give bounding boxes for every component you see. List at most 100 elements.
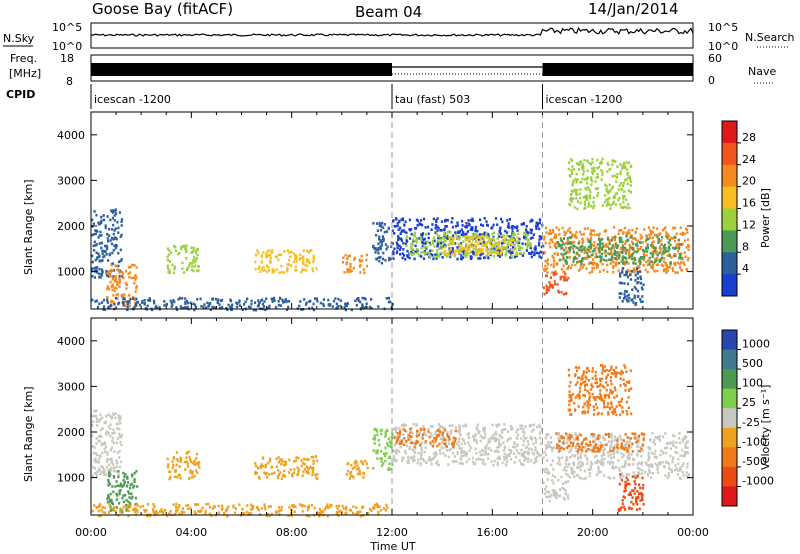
- scatter-cell: [633, 492, 636, 495]
- scatter-cell: [421, 434, 424, 438]
- scatter-cell: [91, 424, 94, 427]
- scatter-cell: [96, 271, 99, 274]
- scatter-cell: [188, 455, 191, 459]
- scatter-cell: [624, 486, 627, 489]
- scatter-cell: [422, 257, 426, 260]
- scatter-cell: [632, 502, 635, 506]
- scatter-cell: [461, 233, 465, 237]
- scatter-cell: [509, 437, 512, 441]
- scatter-cell: [627, 203, 630, 206]
- scatter-cell: [501, 220, 504, 224]
- scatter-cell: [167, 463, 170, 466]
- scatter-cell: [432, 257, 435, 261]
- scatter-cell: [651, 246, 654, 249]
- scatter-cell: [434, 462, 438, 465]
- scatter-cell: [171, 460, 174, 463]
- scatter-cell: [101, 249, 104, 253]
- scatter-cell: [534, 248, 537, 251]
- scatter-cell: [498, 445, 501, 449]
- scatter-cell: [573, 240, 576, 244]
- scatter-cell: [590, 462, 594, 466]
- scatter-cell: [471, 460, 474, 464]
- scatter-cell: [336, 507, 339, 510]
- scatter-cell: [640, 255, 643, 259]
- scatter-cell: [302, 461, 305, 465]
- scatter-cell: [620, 238, 623, 242]
- scatter-cell: [279, 253, 282, 256]
- scatter-cell: [380, 457, 383, 460]
- scatter-cell: [626, 294, 629, 298]
- scatter-cell: [341, 261, 345, 264]
- scatter-cell: [135, 285, 138, 288]
- scatter-cell: [613, 238, 616, 242]
- scatter-cell: [687, 257, 690, 260]
- scatter-cell: [566, 458, 569, 462]
- scatter-cell: [615, 180, 618, 183]
- scatter-cell: [642, 433, 645, 436]
- scatter-cell: [587, 402, 590, 405]
- scatter-cell: [170, 251, 173, 255]
- scatter-cell: [194, 306, 197, 309]
- scatter-cell: [596, 158, 599, 162]
- scatter-cell: [163, 304, 166, 307]
- scatter-cell: [582, 248, 585, 251]
- scatter-cell: [626, 455, 629, 459]
- scatter-cell: [376, 505, 379, 509]
- scatter-cell: [250, 299, 253, 303]
- scatter-cell: [593, 241, 596, 244]
- scatter-cell: [613, 396, 616, 399]
- scatter-cell: [572, 441, 575, 445]
- scatter-cell: [580, 382, 583, 385]
- scatter-cell: [533, 452, 536, 456]
- scatter-cell: [91, 434, 94, 438]
- scatter-cell: [339, 299, 342, 302]
- scatter-cell: [94, 458, 97, 462]
- scatter-cell: [594, 396, 597, 399]
- scatter-cell: [686, 462, 689, 466]
- scatter-cell: [547, 433, 550, 436]
- scatter-cell: [468, 444, 471, 447]
- scatter-cell: [672, 246, 675, 250]
- scatter-cell: [571, 467, 574, 471]
- scatter-cell: [628, 249, 631, 252]
- scatter-cell: [438, 442, 441, 446]
- scatter-cell: [650, 244, 653, 247]
- scatter-cell: [648, 446, 651, 450]
- scatter-cell: [118, 419, 121, 423]
- scatter-cell: [636, 503, 639, 506]
- scatter-cell: [191, 461, 194, 465]
- scatter-cell: [473, 243, 477, 247]
- y-tick-label: 1000: [57, 472, 85, 485]
- scatter-cell: [576, 394, 579, 398]
- scatter-cell: [449, 448, 452, 451]
- scatter-cell: [530, 252, 533, 255]
- scatter-cell: [485, 447, 488, 450]
- scatter-cell: [626, 182, 629, 186]
- scatter-cell: [617, 451, 620, 454]
- scatter-cell: [683, 232, 686, 236]
- scatter-cell: [624, 443, 627, 447]
- scatter-cell: [611, 405, 614, 409]
- scatter-cell: [331, 305, 334, 308]
- scatter-cell: [367, 512, 370, 515]
- scatter-cell: [92, 222, 95, 225]
- scatter-cell: [532, 428, 535, 431]
- scatter-cell: [177, 506, 180, 509]
- scatter-cell: [552, 446, 556, 449]
- scatter-cell: [391, 463, 394, 466]
- scatter-cell: [152, 299, 156, 303]
- scatter-cell: [647, 446, 650, 449]
- scatter-cell: [254, 267, 257, 271]
- scatter-cell: [631, 253, 634, 256]
- scatter-cell: [312, 462, 315, 465]
- scatter-cell: [110, 242, 114, 246]
- scatter-cell: [347, 462, 350, 465]
- scatter-cell: [472, 252, 475, 255]
- scatter-cell: [621, 240, 624, 244]
- scatter-cell: [479, 439, 482, 443]
- scatter-cell: [636, 439, 639, 443]
- scatter-cell: [594, 180, 597, 183]
- scatter-cell: [251, 507, 254, 511]
- scatter-cell: [567, 242, 570, 245]
- scatter-cell: [487, 236, 490, 240]
